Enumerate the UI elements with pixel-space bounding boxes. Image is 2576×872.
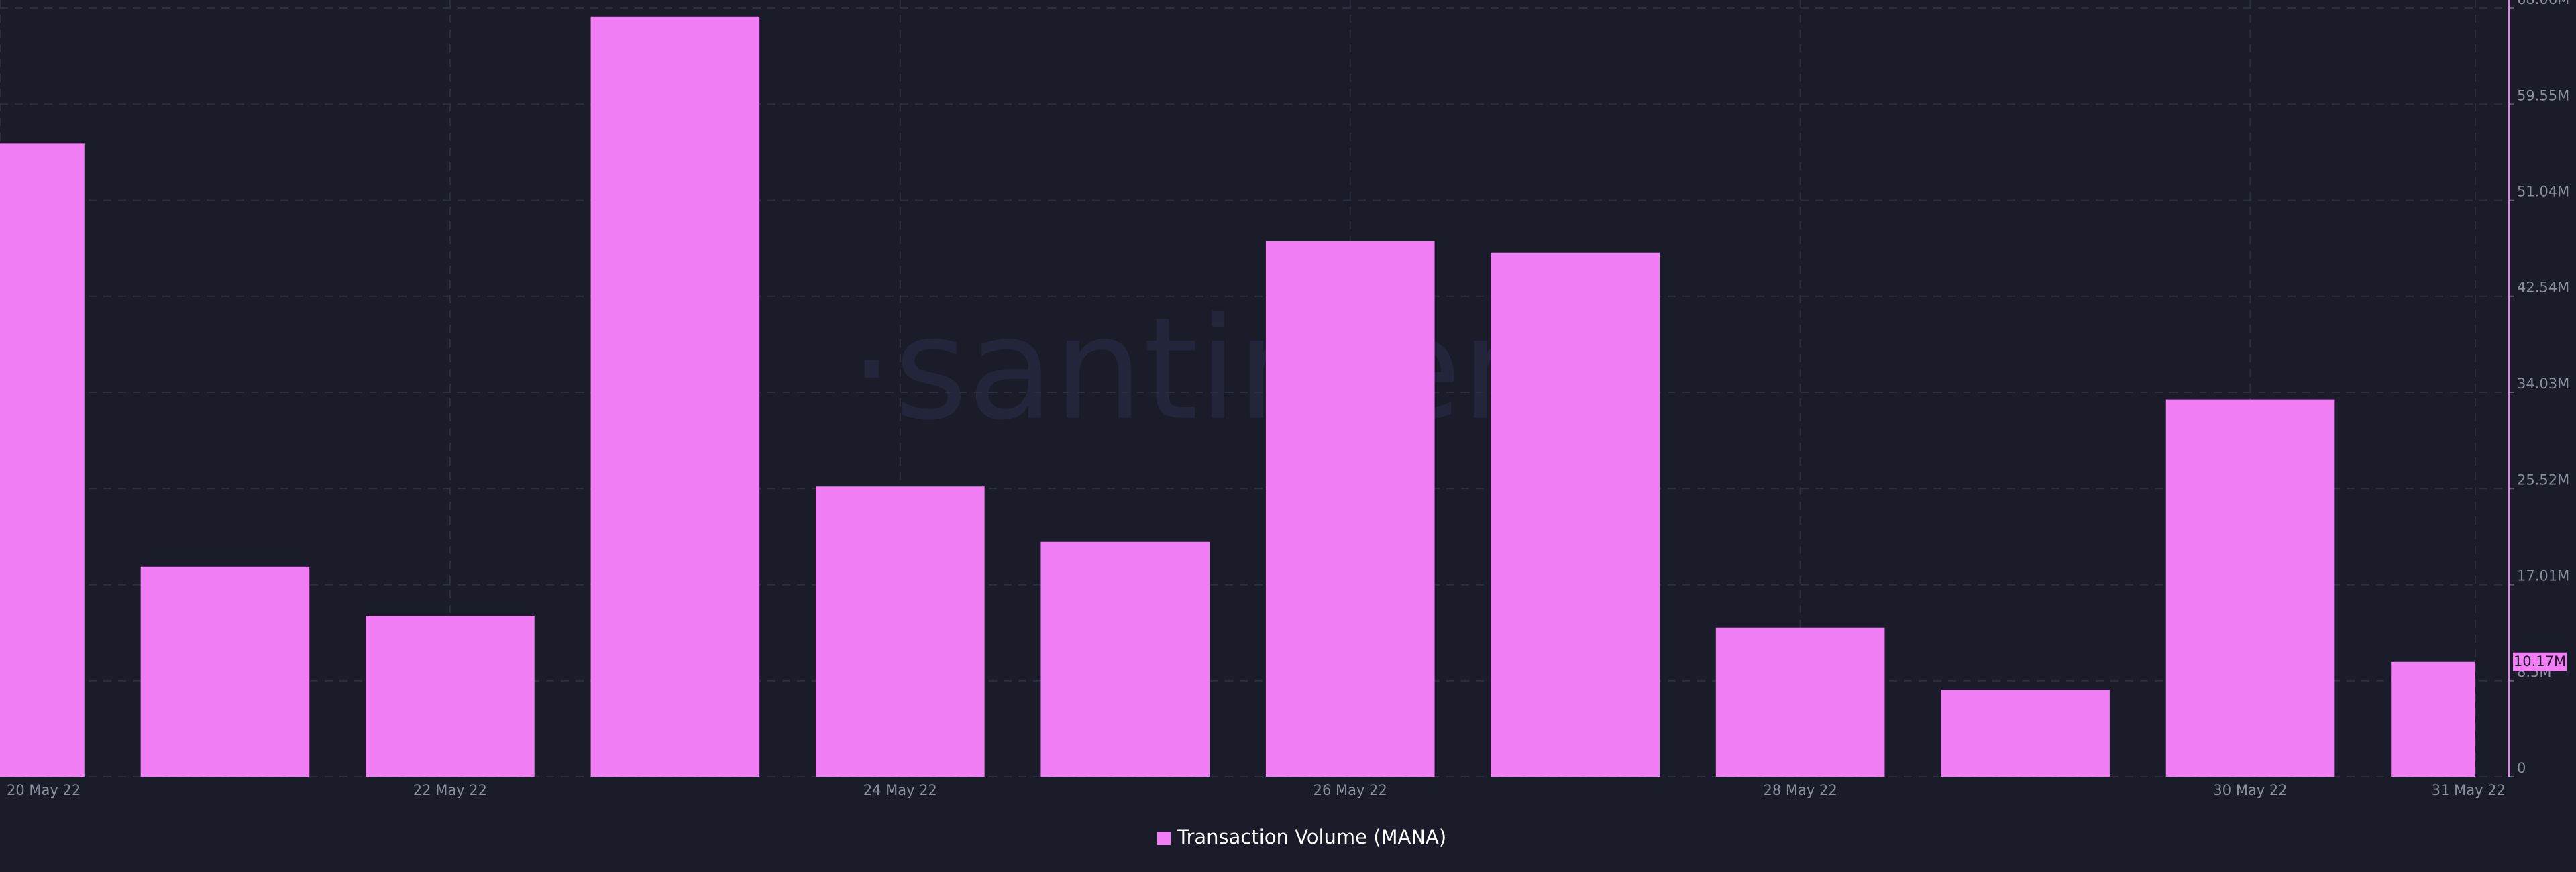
x-tick-label: 22 May 22 xyxy=(413,782,487,798)
x-tick-label: 30 May 22 xyxy=(2213,782,2287,798)
bars xyxy=(0,16,2475,777)
legend-swatch xyxy=(1157,832,1171,845)
watermark: ·santiment xyxy=(849,287,1606,451)
y-tick-label: 17.01M xyxy=(2517,568,2569,584)
bar xyxy=(2391,661,2475,777)
y-tick-label: 0 xyxy=(2517,760,2526,776)
value-label-box xyxy=(2513,652,2567,671)
bar xyxy=(1265,241,1435,777)
y-tick-label: 51.04M xyxy=(2517,184,2569,200)
bar xyxy=(140,566,310,777)
bar xyxy=(1040,541,1210,777)
bar xyxy=(1715,627,1885,777)
bar xyxy=(0,143,85,777)
x-tick-label: 24 May 22 xyxy=(863,782,937,798)
bar xyxy=(2165,399,2335,777)
y-tick-label: 42.54M xyxy=(2517,280,2569,296)
bar xyxy=(816,486,985,777)
y-tick-label: 25.52M xyxy=(2517,472,2569,488)
y-tick-label: 68.06M xyxy=(2517,0,2569,7)
x-tick-label: 28 May 22 xyxy=(1764,782,1837,798)
value-label: 10.17M xyxy=(2514,653,2566,669)
bar xyxy=(590,16,760,777)
legend-label: Transaction Volume (MANA) xyxy=(1177,826,1446,849)
axis: 08.5M17.01M25.52M34.03M42.54M51.04M59.55… xyxy=(7,0,2569,849)
x-tick-label: 31 May 22 xyxy=(2432,782,2506,798)
bar xyxy=(1491,252,1660,777)
y-tick-label: 34.03M xyxy=(2517,376,2569,392)
y-tick-label: 59.55M xyxy=(2517,87,2569,103)
bar xyxy=(1941,690,2110,777)
x-tick-label: 26 May 22 xyxy=(1313,782,1387,798)
bar xyxy=(366,616,535,777)
x-tick-label: 20 May 22 xyxy=(7,782,80,798)
